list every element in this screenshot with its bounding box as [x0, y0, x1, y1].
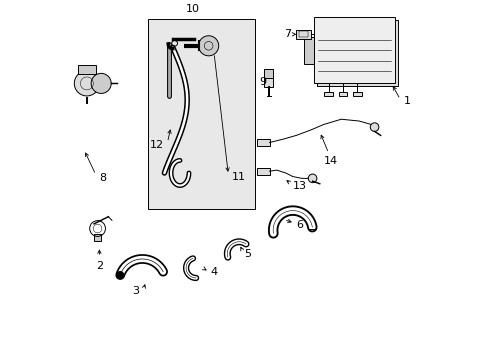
Bar — [303, 37, 314, 63]
Bar — [257, 168, 269, 175]
Text: 11: 11 — [231, 172, 245, 181]
Bar — [352, 92, 361, 96]
Bar — [264, 69, 273, 78]
Text: 5: 5 — [244, 249, 251, 258]
Circle shape — [369, 123, 378, 131]
Bar — [317, 20, 397, 86]
Circle shape — [117, 271, 123, 279]
Text: 7: 7 — [284, 29, 290, 39]
Text: 9: 9 — [258, 77, 265, 87]
Text: 14: 14 — [323, 156, 337, 166]
Text: 4: 4 — [210, 266, 217, 276]
Bar — [338, 92, 346, 96]
Text: 12: 12 — [149, 140, 163, 150]
Text: 3: 3 — [132, 286, 139, 296]
Text: 1: 1 — [403, 96, 410, 106]
Text: 6: 6 — [296, 220, 303, 230]
Bar — [299, 31, 307, 37]
Bar — [296, 30, 310, 39]
Circle shape — [91, 73, 111, 94]
Text: 8: 8 — [99, 174, 106, 183]
Text: 13: 13 — [292, 181, 306, 191]
Bar — [314, 17, 394, 84]
Bar — [264, 73, 273, 87]
Circle shape — [198, 36, 218, 56]
Bar — [324, 92, 332, 96]
Bar — [147, 19, 255, 209]
Text: 2: 2 — [96, 261, 103, 271]
Text: 10: 10 — [185, 4, 199, 14]
Circle shape — [307, 174, 316, 183]
Bar — [78, 66, 96, 75]
Circle shape — [74, 71, 99, 96]
Bar — [257, 139, 269, 146]
Bar — [94, 234, 101, 241]
